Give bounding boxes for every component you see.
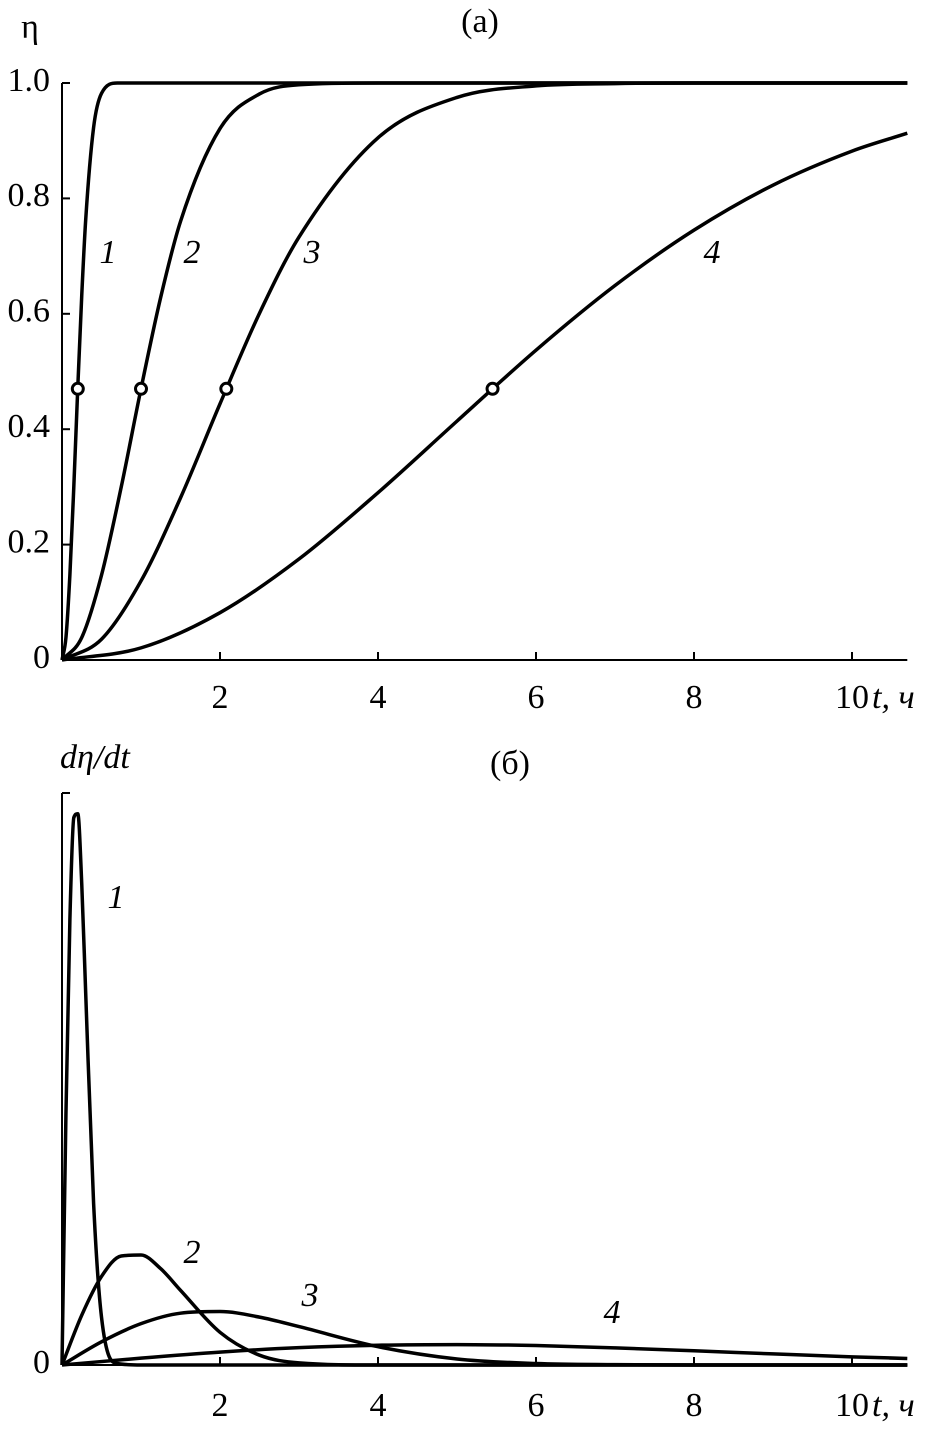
half-conversion-marker (70, 381, 85, 396)
x-tick-label: 6 (528, 1387, 545, 1424)
x-tick-label: 2 (212, 679, 229, 716)
curve (61, 131, 908, 662)
y-axis-label: dη/dt (60, 739, 131, 776)
curve (60, 81, 908, 662)
curve-label: 1 (100, 234, 117, 271)
curve-label: 3 (303, 234, 321, 271)
x-tick-label: 8 (686, 679, 703, 716)
half-conversion-marker (134, 381, 148, 396)
y-axis-label: η (21, 9, 39, 46)
x-tick-label: 10 (835, 1387, 869, 1424)
half-conversion-marker (219, 381, 234, 396)
curve (60, 812, 908, 1367)
x-tick-label: 8 (686, 1387, 703, 1424)
x-tick-label: 2 (212, 1387, 229, 1424)
y-tick-label: 0 (33, 639, 50, 676)
curve (61, 81, 908, 662)
curve (60, 1253, 908, 1367)
curve (60, 81, 908, 661)
y-tick-label: 0 (33, 1344, 50, 1381)
y-tick-label: 0.6 (8, 293, 51, 330)
curve-label: 1 (108, 879, 125, 916)
y-tick-label: 1.0 (8, 62, 51, 99)
x-axis-label: t, ч (872, 679, 915, 716)
curve (61, 1342, 908, 1367)
curve-label: 2 (184, 1234, 201, 1271)
half-conversion-marker (485, 381, 500, 396)
x-tick-label: 4 (370, 679, 387, 716)
chart-title: (а) (461, 3, 499, 40)
y-tick-label: 0.2 (8, 523, 51, 560)
curve-label: 4 (604, 1294, 621, 1331)
curve-label: 2 (184, 234, 201, 271)
x-tick-label: 4 (370, 1387, 387, 1424)
x-axis-label: t, ч (872, 1387, 915, 1424)
y-tick-label: 0.4 (8, 408, 51, 445)
curve (61, 1309, 908, 1367)
x-tick-label: 6 (528, 679, 545, 716)
y-tick-label: 0.8 (8, 177, 51, 214)
x-tick-label: 10 (835, 679, 869, 716)
curve-label: 4 (704, 234, 721, 271)
chart-title: (б) (490, 745, 530, 782)
curve-label: 3 (301, 1277, 319, 1314)
